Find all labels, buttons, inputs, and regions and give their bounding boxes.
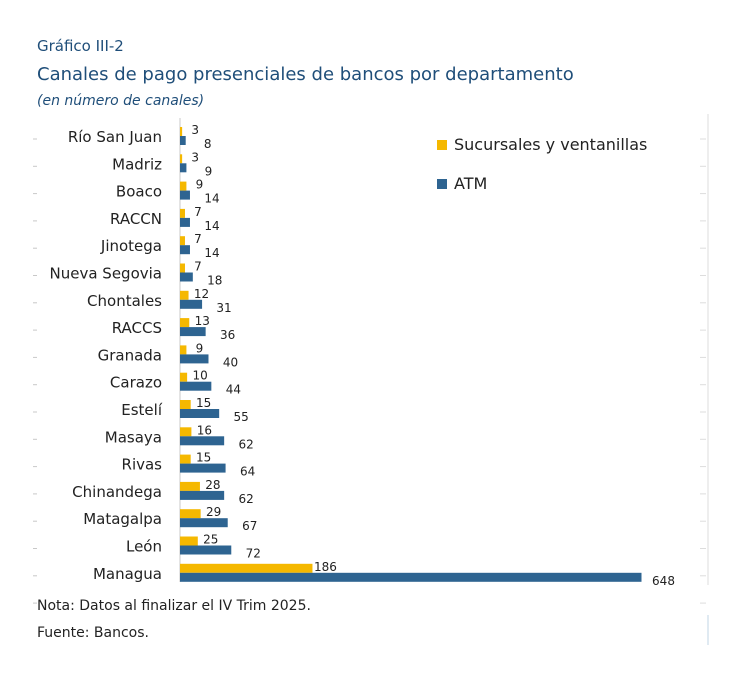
bar-sucursales bbox=[180, 372, 188, 382]
chart-title: Canales de pago presenciales de bancos p… bbox=[37, 64, 574, 85]
data-label-sucursales: 9 bbox=[196, 341, 204, 355]
data-label-sucursales: 16 bbox=[197, 423, 212, 437]
bar-atm bbox=[180, 217, 190, 227]
category-label: Matagalpa bbox=[83, 510, 162, 528]
data-label-sucursales: 3 bbox=[191, 123, 199, 137]
category-label: Río San Juan bbox=[68, 128, 162, 146]
category-label: León bbox=[126, 538, 162, 556]
bar-sucursales bbox=[180, 509, 201, 519]
data-label-sucursales: 28 bbox=[205, 478, 220, 492]
data-label-atm: 40 bbox=[223, 355, 238, 369]
bar-sucursales bbox=[180, 345, 187, 355]
bar-sucursales bbox=[180, 400, 191, 409]
bar-sucursales bbox=[180, 236, 185, 246]
data-label-atm: 14 bbox=[204, 219, 219, 233]
category-labels: Río San Juan Madriz Boaco RACCN Jinotega Nuev… bbox=[50, 128, 163, 583]
data-label-atm: 44 bbox=[226, 383, 241, 397]
data-label-sucursales: 12 bbox=[194, 287, 209, 301]
legend-label-sucursales: Sucursales y ventanillas bbox=[454, 135, 647, 154]
bar-atm bbox=[180, 299, 203, 309]
bar-atm bbox=[180, 490, 225, 500]
category-label: Chinandega bbox=[72, 483, 162, 501]
category-label: Nueva Segovia bbox=[50, 265, 162, 283]
bar-sucursales bbox=[180, 318, 190, 328]
data-label-atm: 9 bbox=[205, 164, 213, 178]
category-label: Jinotega bbox=[100, 237, 162, 255]
category-label: Managua bbox=[93, 565, 162, 583]
bar-atm bbox=[180, 245, 190, 255]
bar-atm bbox=[180, 327, 206, 337]
figure-label: Gráfico III-2 bbox=[37, 37, 124, 55]
bar-atm bbox=[180, 136, 186, 145]
data-label-atm: 31 bbox=[216, 301, 231, 315]
bar-sucursales bbox=[180, 263, 185, 273]
legend: Sucursales y ventanillas ATM bbox=[437, 135, 647, 193]
bar-atm bbox=[180, 381, 212, 391]
data-label-atm: 62 bbox=[239, 492, 254, 506]
data-label-sucursales: 25 bbox=[203, 533, 218, 547]
bar-sucursales bbox=[180, 290, 189, 300]
legend-swatch-atm bbox=[437, 179, 447, 189]
data-label-sucursales: 7 bbox=[194, 232, 202, 246]
data-label-sucursales: 10 bbox=[192, 369, 207, 383]
bar-sucursales bbox=[180, 454, 191, 464]
chart-note: Nota: Datos al finalizar el IV Trim 2025… bbox=[37, 598, 311, 614]
category-label: RACCS bbox=[112, 319, 162, 337]
bar-atm bbox=[180, 436, 225, 446]
data-label-sucursales: 29 bbox=[206, 505, 221, 519]
bar-atm bbox=[180, 163, 187, 173]
data-label-atm: 64 bbox=[240, 465, 255, 479]
legend-swatch-sucursales bbox=[437, 140, 447, 150]
data-label-sucursales: 13 bbox=[195, 314, 210, 328]
data-label-atm: 62 bbox=[239, 437, 254, 451]
category-label: Granada bbox=[98, 346, 162, 364]
data-label-atm: 648 bbox=[652, 574, 675, 588]
category-label: RACCN bbox=[110, 210, 162, 228]
data-label-sucursales: 7 bbox=[194, 205, 202, 219]
bar-atm bbox=[180, 190, 190, 200]
bar-sucursales bbox=[180, 536, 198, 546]
bar-sucursales bbox=[180, 127, 183, 136]
bar-atm bbox=[180, 545, 232, 555]
data-label-sucursales: 186 bbox=[314, 560, 337, 574]
category-label: Estelí bbox=[121, 401, 163, 419]
bar-sucursales bbox=[180, 481, 200, 491]
data-label-sucursales: 3 bbox=[191, 150, 199, 164]
category-label: Boaco bbox=[116, 183, 162, 201]
data-label-atm: 72 bbox=[246, 547, 261, 561]
data-label-sucursales: 9 bbox=[196, 178, 204, 192]
data-label-atm: 14 bbox=[204, 246, 219, 260]
data-label-sucursales: 15 bbox=[196, 396, 211, 410]
bar-sucursales bbox=[180, 154, 183, 164]
chart-subtitle: (en número de canales) bbox=[37, 93, 205, 109]
data-label-atm: 18 bbox=[207, 274, 222, 288]
data-label-atm: 67 bbox=[242, 519, 257, 533]
bar-atm bbox=[180, 354, 209, 364]
bar-atm bbox=[180, 518, 228, 528]
bar-atm bbox=[180, 463, 226, 473]
chart-source: Fuente: Bancos. bbox=[37, 625, 149, 641]
bar-atm bbox=[180, 272, 193, 282]
data-label-atm: 55 bbox=[234, 410, 249, 424]
bar-sucursales bbox=[180, 208, 185, 218]
bar-sucursales bbox=[180, 563, 313, 573]
bar-sucursales bbox=[180, 427, 192, 437]
data-label-sucursales: 7 bbox=[194, 260, 202, 274]
category-label: Madriz bbox=[112, 155, 162, 173]
category-label: Carazo bbox=[110, 374, 162, 392]
data-label-sucursales: 15 bbox=[196, 451, 211, 465]
category-label: Masaya bbox=[105, 428, 162, 446]
legend-label-atm: ATM bbox=[454, 174, 487, 193]
category-label: Rivas bbox=[122, 456, 163, 474]
bar-atm bbox=[180, 572, 642, 582]
bar-sucursales bbox=[180, 181, 187, 191]
bar-atm bbox=[180, 409, 220, 418]
data-label-atm: 8 bbox=[204, 137, 212, 151]
data-label-atm: 36 bbox=[220, 328, 235, 342]
category-label: Chontales bbox=[87, 292, 162, 310]
data-label-atm: 14 bbox=[204, 192, 219, 206]
bars: 3839914714714718123113369401044155516621… bbox=[180, 123, 675, 588]
